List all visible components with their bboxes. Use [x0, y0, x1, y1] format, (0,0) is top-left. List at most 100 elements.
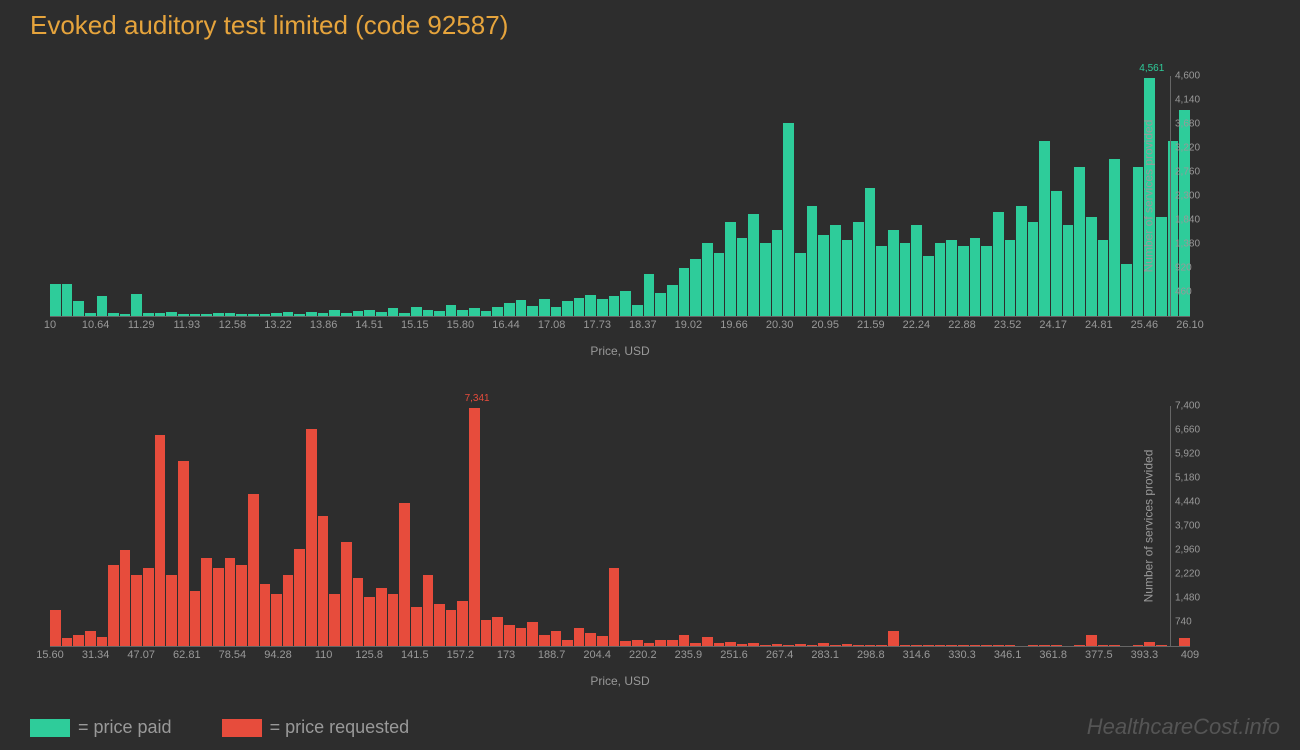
- bar: [469, 308, 480, 316]
- x-tick: 94.28: [264, 649, 292, 661]
- bar: [970, 238, 981, 316]
- legend: = price paid = price requested: [30, 717, 409, 738]
- bar: [1039, 141, 1050, 316]
- bar: [714, 253, 725, 316]
- x-tick: 25.46: [1131, 319, 1159, 331]
- bar: [143, 568, 154, 646]
- bar: [62, 284, 73, 316]
- bar: [597, 299, 608, 316]
- y-tick: 2,760: [1175, 167, 1200, 178]
- x-tick: 19.66: [720, 319, 748, 331]
- bar: [306, 429, 317, 646]
- y-tick: 2,960: [1175, 545, 1200, 556]
- bar: [539, 635, 550, 646]
- x-tick: 393.3: [1131, 649, 1159, 661]
- y-tick: 3,220: [1175, 143, 1200, 154]
- bar: [492, 307, 503, 316]
- bar: [574, 628, 585, 646]
- bar: [1086, 635, 1097, 646]
- x-tick: 188.7: [538, 649, 566, 661]
- x-tick: 125.8: [355, 649, 383, 661]
- bar: [842, 240, 853, 316]
- chart-price-requested: 7,341 Price, USD 15.6031.3447.0762.8178.…: [40, 386, 1240, 676]
- x-tick: 24.17: [1039, 319, 1067, 331]
- bar: [562, 301, 573, 316]
- bar: [900, 243, 911, 316]
- x-tick: 157.2: [447, 649, 475, 661]
- bar: [62, 638, 73, 646]
- y-tick: 4,600: [1175, 71, 1200, 82]
- y-tick: 2,220: [1175, 569, 1200, 580]
- bar: [329, 594, 340, 646]
- bar: [423, 575, 434, 646]
- bars-paid: [50, 76, 1190, 316]
- x-axis-requested: Price, USD 15.6031.3447.0762.8178.5494.2…: [50, 646, 1190, 676]
- y-tick: 1,480: [1175, 593, 1200, 604]
- x-tick: 330.3: [948, 649, 976, 661]
- bar: [213, 568, 224, 646]
- bar: [190, 591, 201, 646]
- bar: [865, 188, 876, 316]
- bar: [679, 268, 690, 316]
- x-tick: 19.02: [675, 319, 703, 331]
- bar: [958, 246, 969, 316]
- bar: [853, 222, 864, 316]
- y-tick: 2,300: [1175, 191, 1200, 202]
- bar: [1086, 217, 1097, 316]
- y-tick: 5,920: [1175, 449, 1200, 460]
- x-tick: 283.1: [811, 649, 839, 661]
- bar: [1063, 225, 1074, 316]
- bar: [73, 301, 84, 316]
- bar: [155, 435, 166, 646]
- bar: [388, 308, 399, 316]
- bar: [120, 550, 131, 646]
- bar: [364, 597, 375, 646]
- y-tick: 1,380: [1175, 239, 1200, 250]
- x-axis-label-paid: Price, USD: [590, 344, 649, 358]
- bar: [644, 274, 655, 316]
- bar: [446, 610, 457, 646]
- bar: [574, 298, 585, 316]
- bar: [50, 284, 61, 316]
- x-tick: 22.24: [903, 319, 931, 331]
- x-tick: 15.80: [447, 319, 475, 331]
- bar: [248, 494, 259, 646]
- x-tick: 23.52: [994, 319, 1022, 331]
- x-tick: 298.8: [857, 649, 885, 661]
- bar: [772, 230, 783, 316]
- x-tick: 10: [44, 319, 56, 331]
- bar: [527, 306, 538, 316]
- bar: [935, 243, 946, 316]
- bar: [1005, 240, 1016, 316]
- x-tick: 18.37: [629, 319, 657, 331]
- chart-container: Evoked auditory test limited (code 92587…: [0, 0, 1300, 750]
- x-axis-paid: Price, USD 1010.6411.2911.9312.5813.2213…: [50, 316, 1190, 346]
- chart-price-paid: 4,561 Price, USD 1010.6411.2911.9312.581…: [40, 56, 1240, 346]
- y-tick: 7,400: [1175, 401, 1200, 412]
- y-tick: 3,680: [1175, 119, 1200, 130]
- bar: [946, 240, 957, 316]
- y-tick: 4,440: [1175, 497, 1200, 508]
- x-tick: 26.10: [1176, 319, 1204, 331]
- bar: [1098, 240, 1109, 316]
- bar: [725, 222, 736, 316]
- bar: [690, 259, 701, 316]
- x-axis-label-requested: Price, USD: [590, 674, 649, 688]
- x-tick: 78.54: [219, 649, 247, 661]
- bar: [632, 305, 643, 316]
- y-tick: 460: [1175, 287, 1192, 298]
- bar: [283, 575, 294, 646]
- x-tick: 24.81: [1085, 319, 1113, 331]
- bar: [97, 296, 108, 316]
- y-axis-label-requested: Number of services provided: [1142, 450, 1156, 603]
- legend-requested: = price requested: [222, 717, 410, 738]
- x-tick: 173: [497, 649, 515, 661]
- x-tick: 20.95: [811, 319, 839, 331]
- bar: [551, 307, 562, 316]
- y-tick: 4,140: [1175, 95, 1200, 106]
- bar: [783, 123, 794, 316]
- bar: [388, 594, 399, 646]
- x-tick: 267.4: [766, 649, 794, 661]
- y-axis-label-paid: Number of services provided: [1142, 120, 1156, 273]
- bar: [481, 620, 492, 646]
